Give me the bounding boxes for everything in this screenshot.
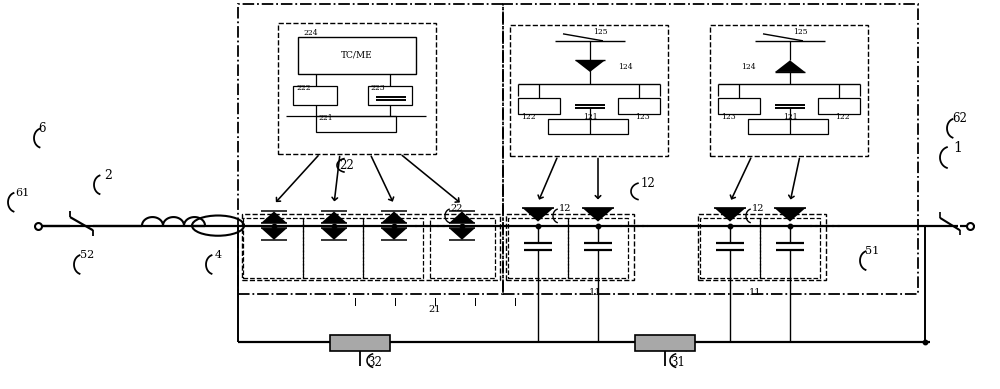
Text: 123: 123 bbox=[721, 114, 735, 121]
Text: 125: 125 bbox=[593, 28, 607, 36]
Bar bbox=[710, 25, 868, 156]
Text: 21: 21 bbox=[429, 305, 441, 314]
Text: 123: 123 bbox=[635, 114, 649, 121]
Bar bbox=[568, 218, 628, 278]
Bar bbox=[698, 214, 826, 280]
Bar bbox=[760, 218, 820, 278]
Text: 12: 12 bbox=[559, 203, 571, 213]
Polygon shape bbox=[522, 208, 554, 222]
Bar bbox=[818, 98, 860, 114]
Polygon shape bbox=[261, 212, 287, 223]
Polygon shape bbox=[261, 228, 287, 240]
Bar bbox=[293, 86, 337, 105]
Bar bbox=[635, 335, 695, 351]
Bar bbox=[510, 25, 668, 156]
Bar bbox=[503, 4, 918, 294]
Text: 12: 12 bbox=[752, 203, 764, 213]
Text: 62: 62 bbox=[953, 112, 967, 125]
Text: 2: 2 bbox=[104, 168, 112, 182]
Bar bbox=[518, 98, 560, 114]
Bar bbox=[363, 218, 423, 278]
Text: 52: 52 bbox=[80, 250, 94, 260]
Polygon shape bbox=[714, 208, 746, 222]
Bar bbox=[618, 98, 660, 114]
Text: 22: 22 bbox=[340, 159, 354, 172]
Text: 223: 223 bbox=[370, 84, 385, 92]
Bar bbox=[242, 214, 500, 280]
Polygon shape bbox=[449, 228, 475, 240]
Polygon shape bbox=[775, 60, 805, 72]
Text: 31: 31 bbox=[671, 356, 685, 369]
Text: 222: 222 bbox=[296, 84, 311, 92]
Text: 4: 4 bbox=[214, 250, 222, 260]
Text: 32: 32 bbox=[368, 356, 382, 369]
Bar bbox=[718, 98, 760, 114]
Text: TC/ME: TC/ME bbox=[341, 51, 373, 60]
Text: 125: 125 bbox=[793, 28, 807, 36]
Text: 12: 12 bbox=[641, 177, 655, 190]
Bar bbox=[548, 119, 628, 134]
Polygon shape bbox=[381, 228, 407, 240]
Bar bbox=[278, 23, 436, 154]
Polygon shape bbox=[774, 208, 806, 222]
Bar bbox=[238, 4, 503, 294]
Text: 124: 124 bbox=[741, 63, 755, 71]
Polygon shape bbox=[381, 212, 407, 223]
Bar bbox=[303, 218, 363, 278]
Polygon shape bbox=[575, 60, 605, 72]
Text: 61: 61 bbox=[15, 187, 29, 198]
Bar bbox=[330, 335, 390, 351]
Polygon shape bbox=[449, 212, 475, 223]
Text: 221: 221 bbox=[318, 114, 333, 122]
Text: 121: 121 bbox=[583, 114, 597, 121]
Text: 124: 124 bbox=[618, 63, 632, 71]
Text: 122: 122 bbox=[835, 114, 849, 121]
Text: 121: 121 bbox=[783, 114, 797, 121]
Bar bbox=[700, 218, 760, 278]
Bar bbox=[243, 218, 303, 278]
Bar bbox=[748, 119, 828, 134]
Bar bbox=[508, 218, 568, 278]
Bar bbox=[298, 37, 416, 74]
Text: 6: 6 bbox=[38, 122, 46, 135]
Text: 11: 11 bbox=[749, 288, 761, 297]
Text: 122: 122 bbox=[521, 114, 535, 121]
Text: 1: 1 bbox=[954, 141, 962, 155]
Polygon shape bbox=[321, 212, 347, 223]
Polygon shape bbox=[582, 208, 614, 222]
Bar bbox=[430, 218, 495, 278]
Text: 22: 22 bbox=[451, 203, 463, 213]
Text: 11: 11 bbox=[589, 288, 601, 297]
Text: 51: 51 bbox=[865, 246, 879, 256]
Polygon shape bbox=[321, 228, 347, 240]
Bar bbox=[316, 116, 396, 132]
Text: 224: 224 bbox=[303, 29, 318, 37]
Bar bbox=[506, 214, 634, 280]
Bar bbox=[368, 86, 412, 105]
